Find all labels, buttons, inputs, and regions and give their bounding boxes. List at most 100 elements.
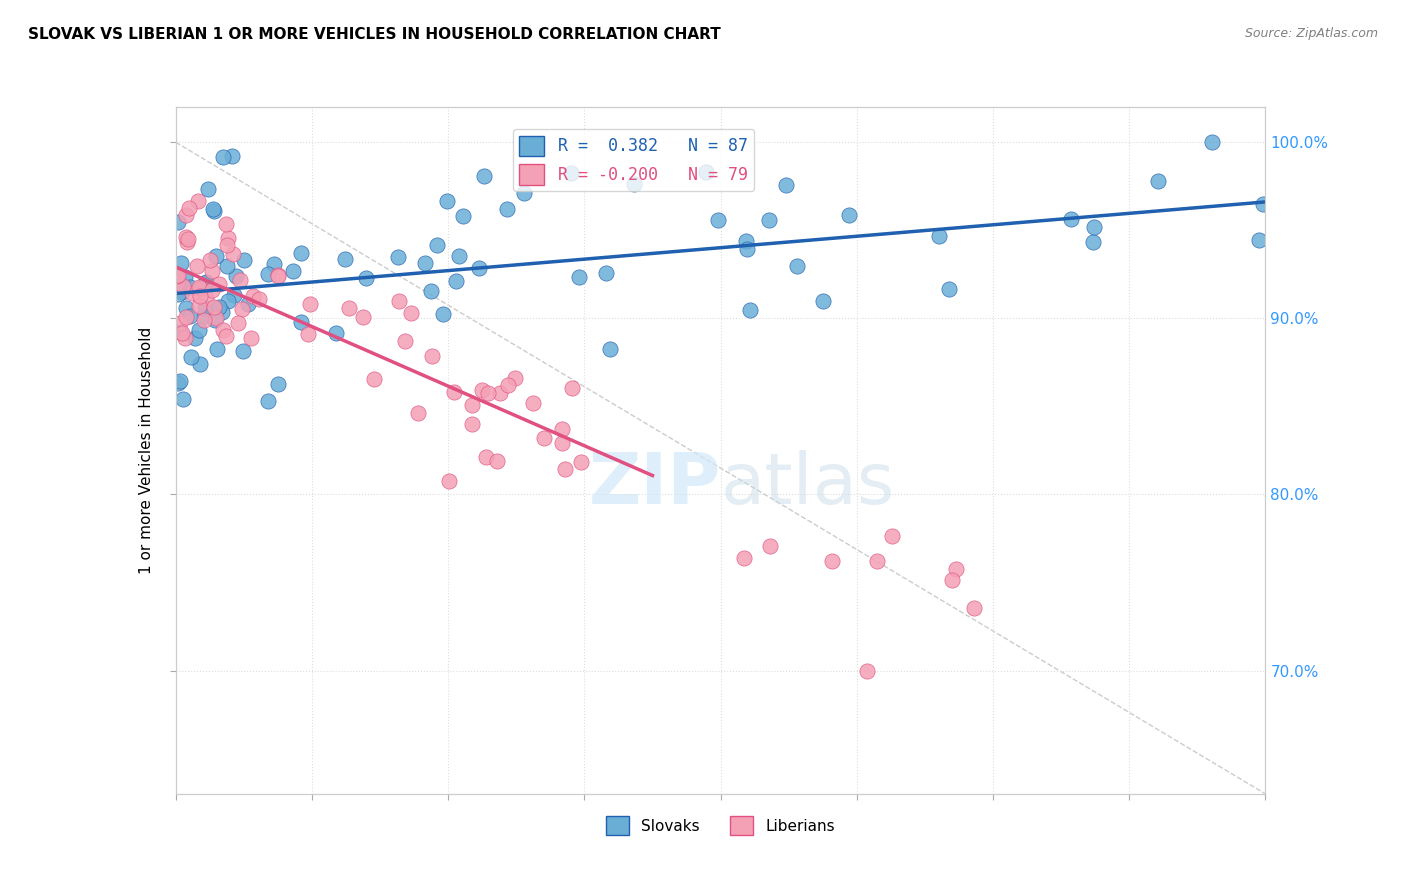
Point <box>212 323 235 337</box>
Point <box>205 342 228 356</box>
Point <box>554 462 576 476</box>
Point <box>449 249 471 263</box>
Point <box>394 334 416 348</box>
Point <box>179 309 201 323</box>
Point <box>325 326 347 341</box>
Point <box>496 202 519 217</box>
Point <box>188 323 211 337</box>
Point <box>215 328 238 343</box>
Point <box>551 436 574 450</box>
Point <box>599 342 621 356</box>
Point <box>167 376 190 390</box>
Point <box>561 381 583 395</box>
Point <box>333 252 356 266</box>
Point <box>184 331 207 345</box>
Point <box>257 267 280 281</box>
Y-axis label: 1 or more Vehicles in Household: 1 or more Vehicles in Household <box>139 326 155 574</box>
Point <box>180 350 202 364</box>
Point <box>1201 135 1223 149</box>
Point <box>167 268 190 282</box>
Point <box>443 385 465 400</box>
Point <box>821 554 844 568</box>
Point <box>194 275 217 289</box>
Point <box>1247 233 1270 247</box>
Point <box>170 285 193 300</box>
Point <box>420 349 443 363</box>
Point <box>201 264 224 278</box>
Point <box>177 232 200 246</box>
Point <box>426 238 449 252</box>
Point <box>229 273 252 287</box>
Point <box>512 186 534 200</box>
Point <box>194 291 217 305</box>
Point <box>181 286 204 301</box>
Point <box>215 259 238 273</box>
Point <box>595 266 617 280</box>
Point <box>190 281 212 295</box>
Point <box>172 326 194 340</box>
Point <box>193 313 215 327</box>
Point <box>247 293 270 307</box>
Point <box>759 539 782 553</box>
Point <box>242 289 264 303</box>
Point <box>194 301 217 315</box>
Point <box>758 213 780 227</box>
Point <box>204 300 226 314</box>
Point <box>197 182 219 196</box>
Point <box>173 269 195 284</box>
Point <box>176 208 198 222</box>
Point <box>838 209 860 223</box>
Point <box>740 303 762 318</box>
Point <box>236 296 259 310</box>
Point <box>267 268 290 283</box>
Point <box>187 299 209 313</box>
Point <box>522 396 544 410</box>
Point <box>169 316 191 330</box>
Point <box>938 282 960 296</box>
Point <box>204 313 226 327</box>
Point <box>354 271 377 285</box>
Point <box>363 372 385 386</box>
Point <box>471 383 494 397</box>
Point <box>941 574 963 588</box>
Point <box>477 385 499 400</box>
Text: atlas: atlas <box>721 450 896 519</box>
Point <box>205 310 228 325</box>
Text: SLOVAK VS LIBERIAN 1 OR MORE VEHICLES IN HOUSEHOLD CORRELATION CHART: SLOVAK VS LIBERIAN 1 OR MORE VEHICLES IN… <box>28 27 721 42</box>
Legend: Slovaks, Liberians: Slovaks, Liberians <box>600 810 841 841</box>
Point <box>225 269 247 284</box>
Point <box>533 431 555 445</box>
Point <box>290 315 312 329</box>
Point <box>257 394 280 409</box>
Point <box>1060 212 1083 227</box>
Point <box>880 529 903 543</box>
Point <box>460 417 482 431</box>
Point <box>226 317 249 331</box>
Point <box>281 264 304 278</box>
Point <box>707 212 730 227</box>
Point <box>170 256 193 270</box>
Point <box>174 301 197 316</box>
Point <box>413 256 436 270</box>
Point <box>388 293 411 308</box>
Point <box>298 297 321 311</box>
Point <box>172 278 194 293</box>
Point <box>475 450 498 465</box>
Point <box>437 474 460 488</box>
Point <box>211 305 233 319</box>
Point <box>263 257 285 271</box>
Point <box>963 601 986 615</box>
Point <box>194 276 217 290</box>
Point <box>468 260 491 275</box>
Point <box>297 326 319 341</box>
Point <box>200 283 222 297</box>
Point <box>399 305 422 319</box>
Point <box>290 245 312 260</box>
Point <box>174 331 197 345</box>
Point <box>856 664 879 678</box>
Point <box>1083 220 1105 235</box>
Point <box>560 166 582 180</box>
Point <box>352 310 374 324</box>
Point <box>204 204 226 219</box>
Point <box>460 398 482 412</box>
